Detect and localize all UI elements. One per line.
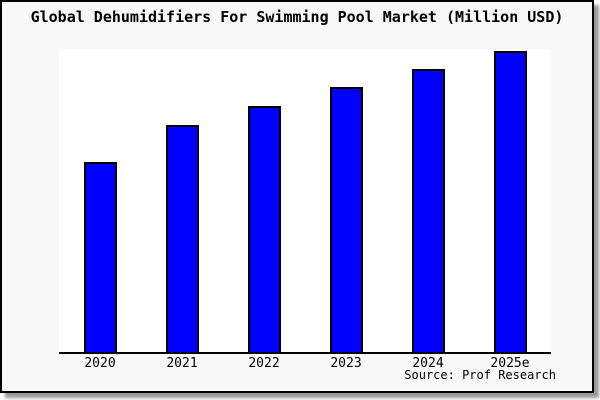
chart-frame: Global Dehumidifiers For Swimming Pool M… bbox=[0, 0, 594, 393]
x-tick-label-2022: 2022 bbox=[248, 356, 280, 371]
x-tick-label-2025e: 2025e bbox=[490, 356, 530, 371]
x-tick-label-2020: 2020 bbox=[84, 356, 116, 371]
chart-title: Global Dehumidifiers For Swimming Pool M… bbox=[30, 8, 564, 26]
source-credit: Source: Prof Research bbox=[404, 368, 556, 382]
bar-2024 bbox=[412, 69, 445, 352]
bar-2025e bbox=[494, 51, 527, 352]
bar-2021 bbox=[166, 125, 199, 352]
bar-2022 bbox=[248, 106, 281, 352]
bar-2020 bbox=[84, 162, 117, 352]
x-tick-label-2024: 2024 bbox=[412, 356, 444, 371]
x-tick-label-2021: 2021 bbox=[166, 356, 198, 371]
plot-area bbox=[59, 49, 551, 354]
x-tick-label-2023: 2023 bbox=[330, 356, 362, 371]
bar-2023 bbox=[330, 87, 363, 352]
